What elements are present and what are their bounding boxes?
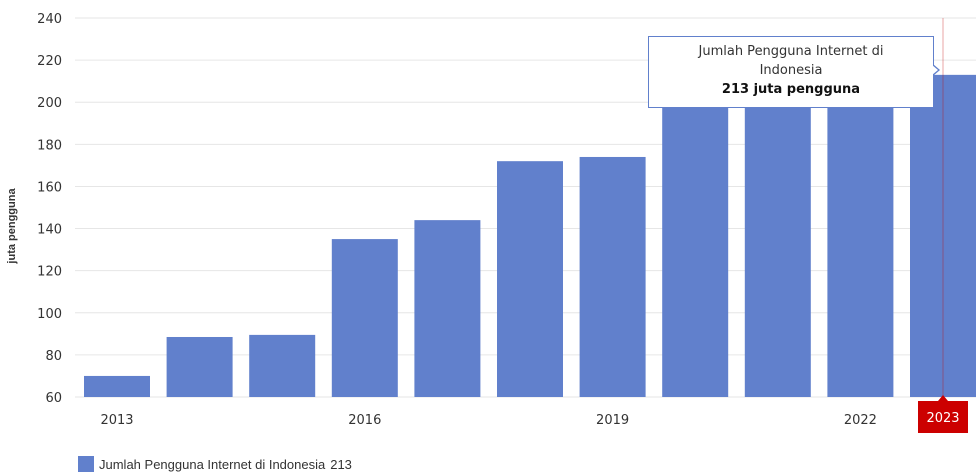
x-tick-label: 2013 xyxy=(100,413,133,428)
tooltip-series-name: Jumlah Pengguna Internet di Indonesia xyxy=(698,44,884,78)
bars xyxy=(84,18,976,397)
y-tick-label: 200 xyxy=(37,96,62,111)
x-tick-label: 2022 xyxy=(844,413,877,428)
bar-2023[interactable] xyxy=(910,74,976,397)
y-tick-label: 180 xyxy=(37,138,62,153)
bar-2016[interactable] xyxy=(331,239,398,397)
tooltip-value: 213 juta pengguna xyxy=(721,82,861,97)
y-axis-title: juta pengguna xyxy=(6,188,18,265)
bar-2013[interactable] xyxy=(84,375,150,397)
tooltip-pointer-fill xyxy=(932,65,938,75)
bar-2018[interactable] xyxy=(497,161,563,397)
y-axis: 60 80 100 120 140 160 180 200 220 240 xyxy=(37,12,62,406)
bar-2015[interactable] xyxy=(249,334,316,397)
y-tick-label: 220 xyxy=(37,54,62,69)
x-tick-label: 2016 xyxy=(348,413,381,428)
y-tick-label: 60 xyxy=(45,391,62,406)
legend-swatch xyxy=(78,456,94,472)
legend-label: Jumlah Pengguna Internet di Indonesia xyxy=(99,456,326,472)
y-tick-label: 80 xyxy=(45,349,62,364)
x-highlight-badge xyxy=(918,401,968,433)
y-tick-label: 120 xyxy=(37,265,62,280)
bar-2021[interactable] xyxy=(744,98,811,397)
x-tick-label: 2019 xyxy=(596,413,629,428)
y-tick-label: 160 xyxy=(37,180,62,195)
y-tick-label: 140 xyxy=(37,223,62,238)
x-axis: 2013 2016 2019 2022 2023 xyxy=(100,395,968,433)
bar-2017[interactable] xyxy=(414,220,481,397)
bar-2014[interactable] xyxy=(166,336,233,397)
tooltip: Jumlah Pengguna Internet di Indonesia 21… xyxy=(648,36,934,108)
bar-2020[interactable] xyxy=(662,102,729,397)
y-tick-label: 100 xyxy=(37,307,62,322)
bar-2022[interactable] xyxy=(827,98,894,397)
x-highlight-pointer xyxy=(938,395,948,401)
legend[interactable]: Jumlah Pengguna Internet di Indonesia 21… xyxy=(78,455,352,473)
legend-value: 213 xyxy=(330,456,352,472)
bar-2019[interactable] xyxy=(579,156,646,397)
x-highlight-label: 2023 xyxy=(926,411,959,426)
y-tick-label: 240 xyxy=(37,12,62,27)
